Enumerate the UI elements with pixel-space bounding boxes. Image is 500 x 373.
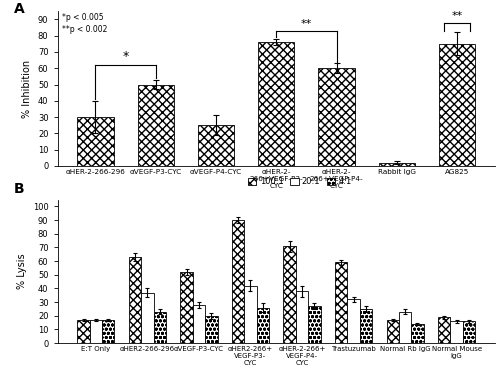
Bar bbox=[378, 163, 415, 166]
Text: **: ** bbox=[452, 11, 462, 21]
Bar bbox=[360, 309, 372, 343]
Bar bbox=[348, 300, 360, 343]
Bar bbox=[232, 220, 244, 343]
Bar bbox=[205, 316, 218, 343]
Text: **: ** bbox=[301, 19, 312, 29]
Bar bbox=[154, 312, 166, 343]
Bar bbox=[438, 317, 450, 343]
Bar bbox=[399, 312, 411, 343]
Bar bbox=[335, 263, 347, 343]
Bar bbox=[318, 68, 354, 166]
Text: *: * bbox=[122, 50, 128, 63]
Bar bbox=[138, 85, 174, 166]
Bar bbox=[78, 320, 90, 343]
Bar bbox=[198, 125, 234, 166]
Bar bbox=[78, 117, 114, 166]
Bar bbox=[90, 320, 102, 343]
Bar bbox=[308, 306, 320, 343]
Bar bbox=[284, 246, 296, 343]
Legend: 100:1, 20:1, 4:1: 100:1, 20:1, 4:1 bbox=[245, 174, 355, 190]
Bar bbox=[244, 286, 256, 343]
Bar bbox=[386, 320, 399, 343]
Bar bbox=[102, 320, 115, 343]
Bar bbox=[450, 321, 462, 343]
Text: A: A bbox=[14, 2, 24, 16]
Bar bbox=[142, 292, 154, 343]
Bar bbox=[439, 44, 475, 166]
Bar bbox=[462, 321, 475, 343]
Bar bbox=[193, 305, 205, 343]
Bar bbox=[411, 324, 424, 343]
Bar bbox=[180, 272, 193, 343]
Text: *p < 0.005
**p < 0.002: *p < 0.005 **p < 0.002 bbox=[62, 13, 107, 34]
Text: B: B bbox=[14, 182, 24, 196]
Bar bbox=[296, 291, 308, 343]
Bar bbox=[129, 257, 141, 343]
Y-axis label: % Lysis: % Lysis bbox=[17, 254, 27, 289]
Y-axis label: % Inhibition: % Inhibition bbox=[22, 60, 32, 117]
Bar bbox=[258, 42, 294, 166]
Bar bbox=[256, 308, 269, 343]
